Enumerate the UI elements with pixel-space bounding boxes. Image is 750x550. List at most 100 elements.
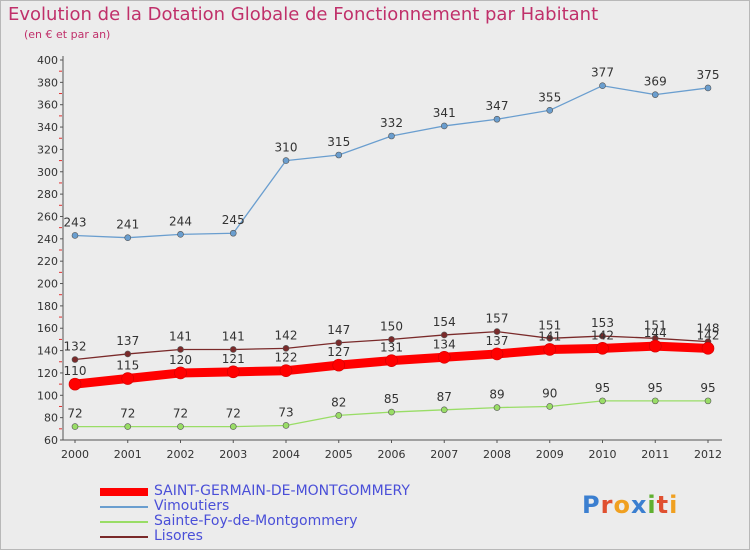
data-label: 141 bbox=[538, 329, 561, 343]
data-label: 142 bbox=[591, 328, 614, 342]
y-tick-label: 220 bbox=[37, 255, 58, 268]
data-point bbox=[229, 423, 237, 430]
y-tick-label: 60 bbox=[44, 434, 58, 447]
data-label: 347 bbox=[486, 99, 509, 113]
data-point bbox=[440, 331, 448, 339]
legend: SAINT-GERMAIN-DE-MONTGOMMERY Vimoutiers Sa… bbox=[100, 484, 410, 544]
x-tick-label: 2004 bbox=[272, 448, 300, 461]
data-label: 89 bbox=[489, 388, 504, 402]
data-label: 72 bbox=[226, 407, 241, 421]
data-label: 141 bbox=[169, 329, 192, 343]
x-tick-label: 2011 bbox=[641, 448, 669, 461]
data-label: 95 bbox=[595, 381, 610, 395]
data-label: 121 bbox=[222, 352, 245, 366]
data-point bbox=[648, 339, 662, 353]
data-point bbox=[596, 342, 609, 355]
data-point bbox=[124, 234, 132, 242]
y-tick-label: 160 bbox=[37, 322, 58, 335]
data-point bbox=[440, 122, 448, 130]
data-point bbox=[440, 406, 448, 414]
data-point bbox=[174, 366, 187, 380]
data-label: 244 bbox=[169, 214, 192, 228]
data-point bbox=[385, 354, 398, 367]
data-point bbox=[599, 332, 606, 340]
data-label: 122 bbox=[275, 351, 298, 365]
legend-item: Lisores bbox=[100, 529, 410, 544]
data-label: 153 bbox=[591, 316, 614, 330]
data-point bbox=[546, 106, 554, 114]
x-tick-label: 2009 bbox=[536, 448, 564, 461]
legend-label: Lisores bbox=[154, 528, 203, 544]
y-tick-label: 120 bbox=[37, 367, 58, 380]
data-label: 137 bbox=[116, 334, 139, 348]
legend-swatch bbox=[100, 505, 148, 508]
data-label: 95 bbox=[700, 381, 715, 395]
x-tick-label: 2008 bbox=[483, 448, 511, 461]
data-point bbox=[493, 328, 501, 335]
data-point bbox=[229, 346, 237, 353]
proxiti-logo: Proxiti bbox=[582, 491, 679, 519]
legend-item: Sainte-Foy-de-Montgommery bbox=[100, 514, 410, 529]
data-label: 137 bbox=[486, 334, 509, 348]
data-label: 73 bbox=[278, 405, 293, 419]
y-tick-label: 140 bbox=[37, 345, 58, 358]
data-label: 241 bbox=[116, 218, 139, 232]
data-label: 110 bbox=[64, 364, 87, 378]
x-tick-label: 2012 bbox=[694, 448, 722, 461]
x-tick-label: 2003 bbox=[219, 448, 247, 461]
y-tick-label: 340 bbox=[37, 121, 58, 134]
data-label: 151 bbox=[538, 318, 561, 332]
x-tick-label: 2010 bbox=[589, 448, 617, 461]
x-tick-label: 2000 bbox=[61, 448, 89, 461]
data-label: 72 bbox=[173, 407, 188, 421]
data-label: 369 bbox=[644, 75, 667, 89]
data-point bbox=[282, 422, 290, 429]
y-tick-label: 200 bbox=[37, 278, 58, 291]
data-label: 243 bbox=[64, 215, 87, 229]
data-label: 82 bbox=[331, 395, 346, 409]
data-point bbox=[388, 408, 395, 416]
data-point bbox=[279, 364, 293, 378]
data-label: 142 bbox=[697, 328, 720, 342]
data-point bbox=[332, 358, 346, 372]
data-label: 151 bbox=[644, 318, 667, 332]
data-point bbox=[651, 397, 659, 405]
y-tick-label: 180 bbox=[37, 300, 58, 313]
y-tick-label: 300 bbox=[37, 166, 58, 179]
data-point bbox=[599, 397, 606, 405]
data-point bbox=[546, 403, 554, 410]
y-tick-label: 360 bbox=[37, 99, 58, 112]
legend-item: SAINT-GERMAIN-DE-MONTGOMMERY bbox=[100, 484, 410, 499]
data-label: 120 bbox=[169, 353, 192, 367]
y-tick-label: 260 bbox=[37, 210, 58, 223]
data-label: 90 bbox=[542, 386, 557, 400]
data-label: 377 bbox=[591, 66, 614, 80]
data-point bbox=[68, 377, 82, 391]
data-point bbox=[177, 346, 184, 353]
data-point bbox=[704, 84, 712, 92]
legend-label: Sainte-Foy-de-Montgommery bbox=[154, 513, 358, 529]
data-point bbox=[124, 423, 132, 430]
data-label: 355 bbox=[538, 90, 561, 104]
data-label: 115 bbox=[116, 359, 139, 373]
data-label: 132 bbox=[64, 340, 87, 354]
data-point bbox=[543, 343, 557, 356]
legend-swatch bbox=[100, 487, 148, 496]
legend-item: Vimoutiers bbox=[100, 499, 410, 514]
data-point bbox=[388, 132, 395, 140]
data-label: 85 bbox=[384, 392, 399, 406]
x-tick-label: 2001 bbox=[114, 448, 142, 461]
data-label: 147 bbox=[327, 323, 350, 337]
data-point bbox=[388, 336, 395, 343]
data-label: 72 bbox=[120, 407, 135, 421]
x-tick-label: 2005 bbox=[325, 448, 353, 461]
data-point bbox=[599, 82, 606, 90]
data-point bbox=[335, 412, 343, 419]
data-point bbox=[226, 365, 240, 379]
legend-label: SAINT-GERMAIN-DE-MONTGOMMERY bbox=[154, 483, 410, 499]
data-label: 157 bbox=[486, 312, 509, 326]
data-label: 134 bbox=[433, 337, 456, 351]
y-tick-label: 400 bbox=[37, 54, 58, 67]
